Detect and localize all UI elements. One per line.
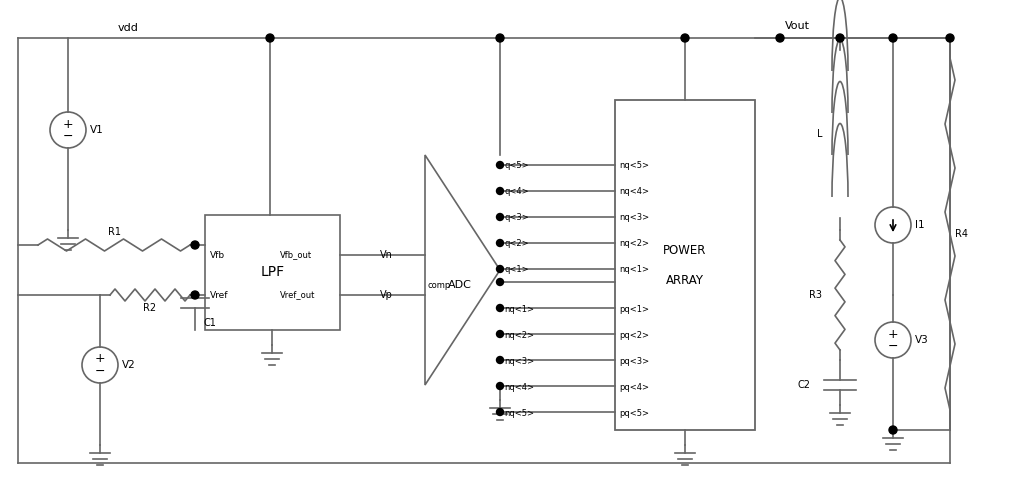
Circle shape bbox=[497, 162, 504, 169]
Text: nq<4>: nq<4> bbox=[504, 383, 535, 391]
Text: nq<1>: nq<1> bbox=[619, 266, 649, 275]
Text: C1: C1 bbox=[203, 318, 216, 328]
Text: LPF: LPF bbox=[261, 266, 284, 280]
Text: Vfb: Vfb bbox=[210, 250, 225, 259]
Text: R4: R4 bbox=[955, 229, 968, 239]
Text: pq<4>: pq<4> bbox=[619, 383, 649, 391]
Text: I1: I1 bbox=[915, 220, 925, 230]
Circle shape bbox=[497, 356, 504, 363]
Text: C2: C2 bbox=[798, 380, 811, 390]
Text: −: − bbox=[62, 130, 74, 142]
Text: R2: R2 bbox=[143, 303, 156, 313]
Circle shape bbox=[266, 34, 274, 42]
Text: pq<5>: pq<5> bbox=[619, 409, 649, 418]
Circle shape bbox=[191, 241, 199, 249]
Text: pq<3>: pq<3> bbox=[619, 356, 649, 365]
Text: comp: comp bbox=[427, 281, 451, 289]
Circle shape bbox=[681, 34, 689, 42]
Text: nq<5>: nq<5> bbox=[619, 162, 649, 171]
Circle shape bbox=[889, 34, 897, 42]
Text: nq<3>: nq<3> bbox=[619, 213, 649, 222]
Text: Vn: Vn bbox=[380, 250, 392, 260]
Text: +: + bbox=[888, 327, 898, 341]
Text: −: − bbox=[95, 364, 105, 378]
Circle shape bbox=[497, 305, 504, 312]
Text: nq<3>: nq<3> bbox=[504, 356, 535, 365]
Circle shape bbox=[496, 34, 504, 42]
Text: L: L bbox=[817, 129, 822, 139]
Text: nq<5>: nq<5> bbox=[504, 409, 535, 418]
Circle shape bbox=[497, 213, 504, 220]
Text: −: − bbox=[888, 340, 898, 352]
Text: V2: V2 bbox=[122, 360, 136, 370]
Circle shape bbox=[497, 279, 504, 285]
Circle shape bbox=[946, 34, 954, 42]
Circle shape bbox=[776, 34, 784, 42]
Circle shape bbox=[889, 426, 897, 434]
Text: q<1>: q<1> bbox=[504, 266, 528, 275]
Text: R1: R1 bbox=[107, 227, 121, 237]
Text: R3: R3 bbox=[809, 290, 822, 300]
Text: Vfb_out: Vfb_out bbox=[280, 250, 312, 259]
Circle shape bbox=[497, 266, 504, 273]
Text: q<2>: q<2> bbox=[504, 240, 528, 248]
Text: Vout: Vout bbox=[785, 21, 810, 31]
Text: nq<2>: nq<2> bbox=[504, 330, 535, 340]
Text: pq<2>: pq<2> bbox=[619, 330, 649, 340]
Text: pq<1>: pq<1> bbox=[619, 305, 649, 314]
Text: Vp: Vp bbox=[380, 290, 392, 300]
Text: q<4>: q<4> bbox=[504, 187, 528, 197]
Text: vdd: vdd bbox=[118, 23, 139, 33]
Text: q<3>: q<3> bbox=[504, 213, 528, 222]
Circle shape bbox=[497, 383, 504, 389]
Circle shape bbox=[497, 409, 504, 416]
Text: nq<1>: nq<1> bbox=[504, 305, 535, 314]
Bar bbox=[205, 215, 340, 330]
Circle shape bbox=[497, 187, 504, 195]
Text: nq<4>: nq<4> bbox=[619, 187, 649, 197]
Text: +: + bbox=[95, 352, 105, 365]
Text: +: + bbox=[62, 117, 74, 131]
Circle shape bbox=[191, 291, 199, 299]
Text: V1: V1 bbox=[90, 125, 104, 135]
Circle shape bbox=[836, 34, 844, 42]
Text: POWER: POWER bbox=[663, 244, 706, 256]
Text: V3: V3 bbox=[915, 335, 929, 345]
Circle shape bbox=[497, 330, 504, 338]
Text: Vref: Vref bbox=[210, 290, 229, 300]
Text: ADC: ADC bbox=[448, 280, 472, 290]
Text: Vref_out: Vref_out bbox=[280, 290, 316, 300]
Bar bbox=[615, 100, 755, 430]
Circle shape bbox=[497, 240, 504, 246]
Text: q<5>: q<5> bbox=[504, 162, 528, 171]
Text: nq<2>: nq<2> bbox=[619, 240, 649, 248]
Text: ARRAY: ARRAY bbox=[666, 274, 704, 286]
